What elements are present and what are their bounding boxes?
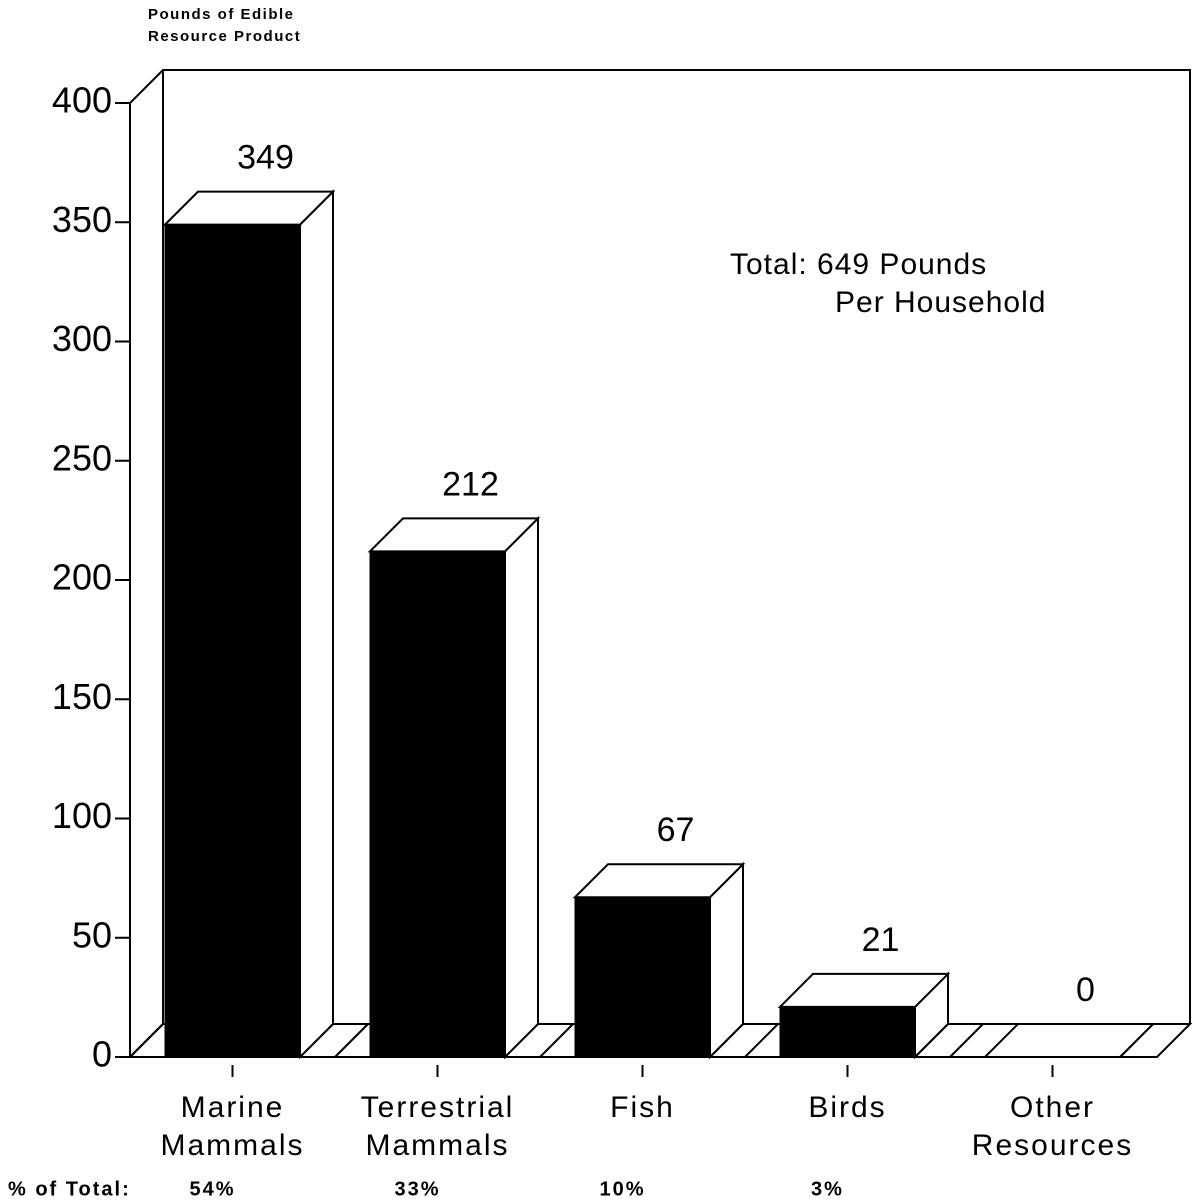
value-label: 21 (862, 921, 900, 959)
y-tick-label: 50 (72, 914, 112, 955)
x-tick-label: Terrestrial (361, 1091, 515, 1124)
y-tick-label: 0 (92, 1034, 112, 1075)
percent-label: 33% (394, 1178, 440, 1200)
x-tick-label: Other (1010, 1091, 1095, 1124)
y-tick-label: 200 (52, 557, 112, 598)
y-axis-label: Pounds of Edible (148, 6, 295, 23)
floor-divider (744, 1023, 779, 1058)
y-axis-label: Resource Product (148, 28, 301, 45)
value-label: 212 (442, 465, 499, 503)
y-tick-label: 150 (52, 676, 112, 717)
bar-side (299, 189, 334, 1060)
annotation: Per Household (835, 286, 1046, 319)
bar (369, 550, 506, 1058)
annotation: Total: 649 Pounds (730, 248, 987, 281)
floor-divider (334, 1023, 369, 1058)
percent-label: 3% (811, 1178, 844, 1200)
y-tick-label: 100 (52, 795, 112, 836)
bar (779, 1006, 916, 1058)
x-tick-label: Marine (181, 1091, 285, 1124)
x-tick-label: Mammals (160, 1129, 304, 1162)
bar-side (504, 515, 539, 1060)
bar-top (982, 1023, 1156, 1058)
y-tick-label: 250 (52, 437, 112, 478)
value-label: 67 (657, 811, 695, 849)
floor-divider (129, 1023, 164, 1058)
value-label: 349 (237, 139, 294, 177)
y-tick-label: 300 (52, 318, 112, 359)
x-tick-label: Resources (972, 1129, 1133, 1162)
x-tick-label: Fish (610, 1091, 675, 1124)
x-tick-label: Mammals (365, 1129, 509, 1162)
value-label: 0 (1076, 971, 1095, 1009)
bar (574, 896, 711, 1058)
y-tick-label: 400 (52, 80, 112, 121)
y-tick-label: 350 (52, 199, 112, 240)
percent-label: 10% (599, 1178, 645, 1200)
floor-divider (539, 1023, 574, 1058)
percent-label: 54% (189, 1178, 235, 1200)
floor-divider (949, 1023, 984, 1058)
x-tick-label: Birds (808, 1091, 886, 1124)
bar (164, 224, 301, 1058)
percent-title: % of Total: (8, 1178, 131, 1200)
